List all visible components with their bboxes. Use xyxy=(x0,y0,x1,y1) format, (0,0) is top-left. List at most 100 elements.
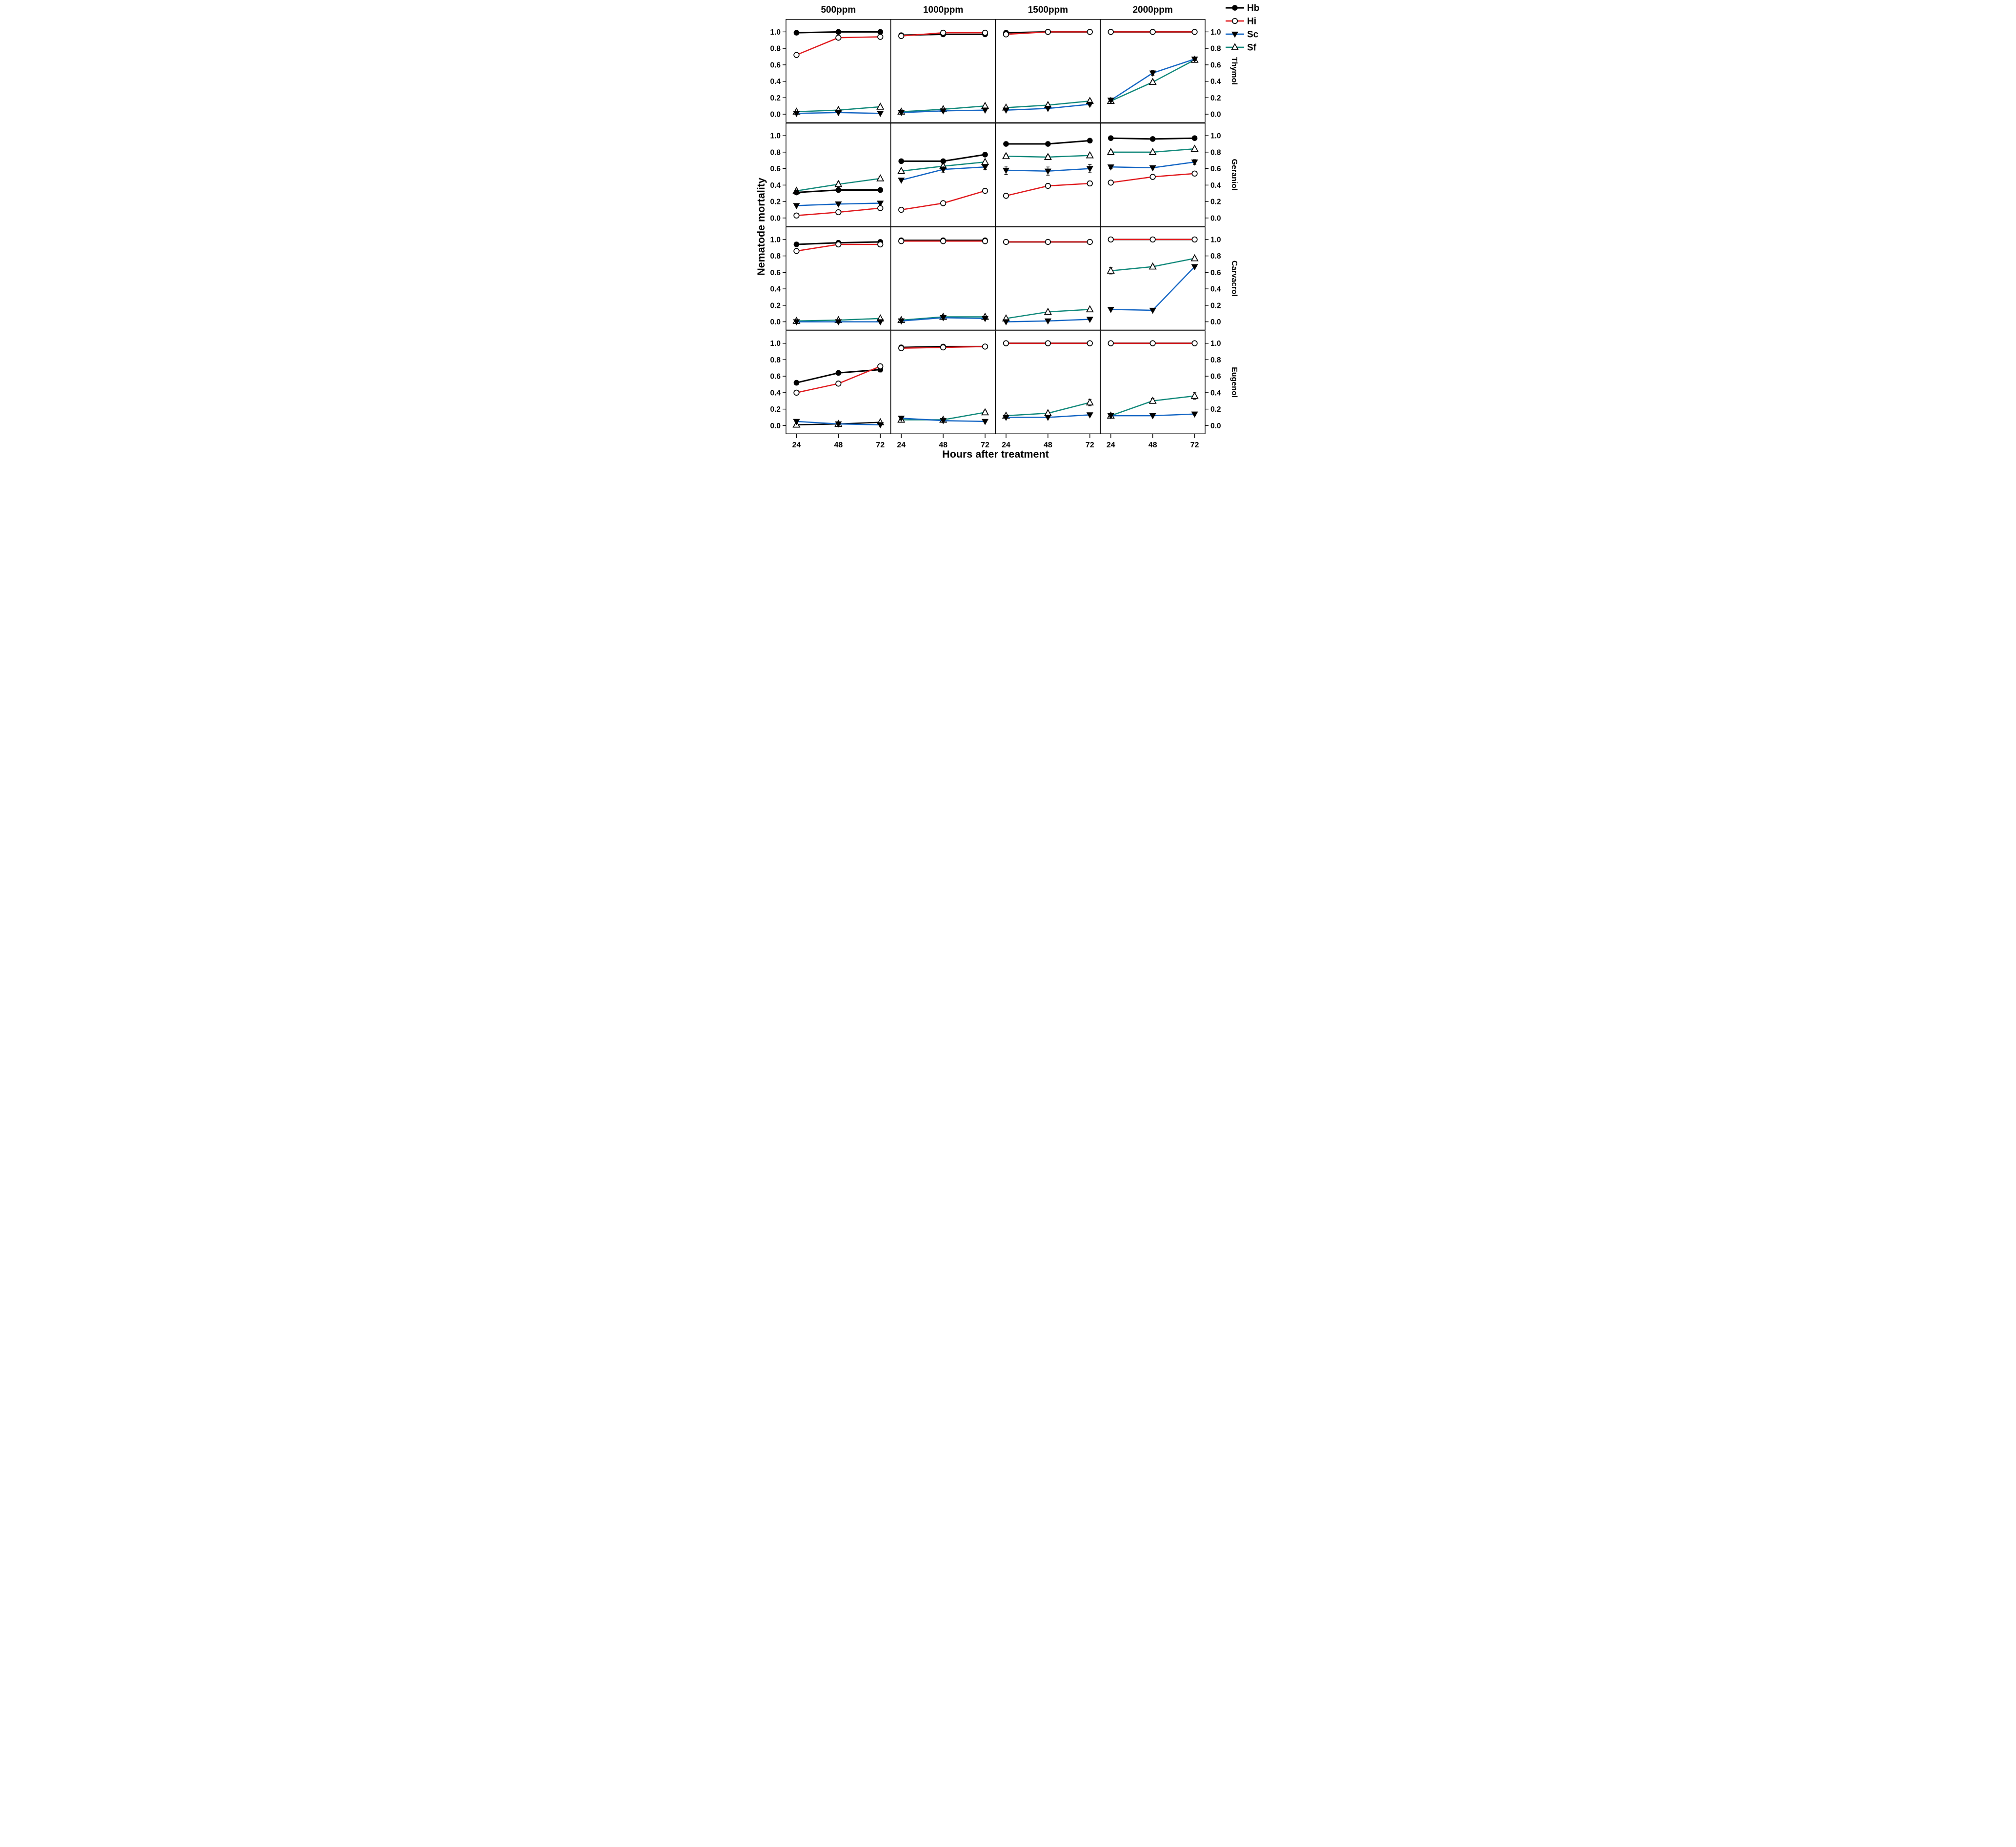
hi-marker xyxy=(1108,180,1114,186)
series-sf xyxy=(1107,254,1199,275)
hb-marker xyxy=(793,189,799,196)
hi-marker xyxy=(1045,239,1051,245)
column-title-1500ppm: 1500ppm xyxy=(1028,5,1068,15)
y-tick-label: 1.0 xyxy=(1210,28,1221,37)
sc-marker xyxy=(1231,31,1238,38)
hi-marker xyxy=(1045,182,1051,189)
hb-marker xyxy=(982,152,988,158)
series-hb xyxy=(898,152,988,164)
hb-marker xyxy=(940,158,946,164)
sc-marker xyxy=(834,421,842,428)
hi-marker xyxy=(1087,180,1093,187)
series-hi xyxy=(1003,180,1093,199)
hi-marker xyxy=(1087,340,1093,346)
sc-marker xyxy=(1190,264,1198,270)
sc-marker xyxy=(981,107,988,114)
column-title-2000ppm: 2000ppm xyxy=(1132,5,1172,15)
hi-marker xyxy=(982,238,988,244)
y-tick-label: 0.0 xyxy=(770,422,781,430)
series-hi xyxy=(1108,29,1198,35)
x-tick-label: 24 xyxy=(1106,441,1115,449)
hb-marker xyxy=(877,187,883,193)
series-sf xyxy=(1107,144,1199,155)
sf-marker xyxy=(834,180,842,187)
series-hb xyxy=(793,187,883,196)
hb-marker xyxy=(835,29,841,35)
sc-marker xyxy=(1044,168,1051,175)
hi-marker xyxy=(940,238,946,244)
hi-marker xyxy=(982,343,988,350)
x-tick-label: 24 xyxy=(897,441,906,449)
y-tick-label: 0.6 xyxy=(770,165,781,173)
series-hi xyxy=(793,34,883,58)
series-sf xyxy=(1002,151,1094,160)
sc-marker xyxy=(1149,165,1156,172)
sc-marker xyxy=(876,201,884,207)
x-axis-label: Hours after treatment xyxy=(942,448,1049,460)
series-sc xyxy=(897,164,988,184)
series-hi xyxy=(793,241,883,254)
y-tick-label: 0.4 xyxy=(770,285,781,294)
hi-marker xyxy=(835,209,842,216)
hi-marker xyxy=(898,345,904,351)
y-tick-label: 0.2 xyxy=(770,405,781,414)
sc-marker xyxy=(1107,413,1114,420)
sc-marker xyxy=(792,319,800,326)
series-hi xyxy=(898,29,988,39)
series-hi xyxy=(1003,340,1093,346)
sc-marker xyxy=(1002,107,1009,114)
sf-marker xyxy=(876,102,884,110)
series-sc xyxy=(1002,101,1093,114)
y-tick-label: 0.6 xyxy=(770,61,781,69)
hi-marker xyxy=(793,212,800,219)
y-tick-label: 0.6 xyxy=(1210,61,1221,69)
y-tick-label: 0.8 xyxy=(1210,252,1221,261)
mortality-chart-svg: 500ppm 1000ppm 1500ppm 2000ppm 0.0 0.0 0.2 0.2 0… xyxy=(755,0,1260,462)
sf-marker xyxy=(1230,43,1239,50)
sc-marker xyxy=(897,318,905,325)
panel-geraniol-1500ppm xyxy=(995,122,1101,227)
series-hb xyxy=(793,29,883,36)
sf-marker xyxy=(1190,254,1199,261)
hb-marker xyxy=(1003,141,1009,147)
hi-marker xyxy=(1003,340,1009,346)
sc-marker xyxy=(1190,411,1198,418)
sf-marker xyxy=(897,166,905,174)
panel-eugenol-1500ppm xyxy=(995,330,1101,434)
sc-marker xyxy=(1002,415,1009,421)
sf-marker xyxy=(1190,144,1199,152)
hi-marker xyxy=(835,381,842,387)
panel-geraniol-1000ppm xyxy=(890,122,996,227)
series-hi xyxy=(1108,170,1198,186)
sc-marker xyxy=(1044,415,1051,421)
column-title-500ppm: 500ppm xyxy=(821,5,856,15)
sc-marker xyxy=(1002,319,1009,326)
series-hi xyxy=(793,205,883,219)
hi-marker xyxy=(1191,170,1198,177)
series-sc xyxy=(1002,412,1093,421)
y-tick-label: 0.6 xyxy=(1210,165,1221,173)
sf-marker xyxy=(1044,153,1052,160)
x-tick-label: 48 xyxy=(1043,441,1052,449)
hi-marker xyxy=(877,241,883,248)
hi-marker xyxy=(1191,236,1198,243)
hi-marker xyxy=(1003,193,1009,199)
legend-label-sf: Sf xyxy=(1247,43,1257,53)
series-sc xyxy=(1002,317,1093,326)
y-axis-label: Nematode mortality xyxy=(756,178,767,276)
y-tick-label: 0.2 xyxy=(1210,198,1221,206)
x-tick-label: 24 xyxy=(1002,441,1010,449)
sf-marker xyxy=(1190,391,1199,399)
y-tick-label: 1.0 xyxy=(770,340,781,348)
hi-marker xyxy=(793,248,800,254)
sc-marker xyxy=(939,315,947,321)
sc-marker xyxy=(1086,317,1093,323)
series-sc xyxy=(1107,264,1198,314)
column-title-1000ppm: 1000ppm xyxy=(923,5,963,15)
series-sc xyxy=(792,201,884,209)
sc-marker xyxy=(792,203,800,209)
y-tick-label: 0.4 xyxy=(770,78,781,86)
series-hi xyxy=(898,238,988,244)
hi-marker xyxy=(1003,239,1009,245)
y-tick-label: 1.0 xyxy=(770,28,781,37)
